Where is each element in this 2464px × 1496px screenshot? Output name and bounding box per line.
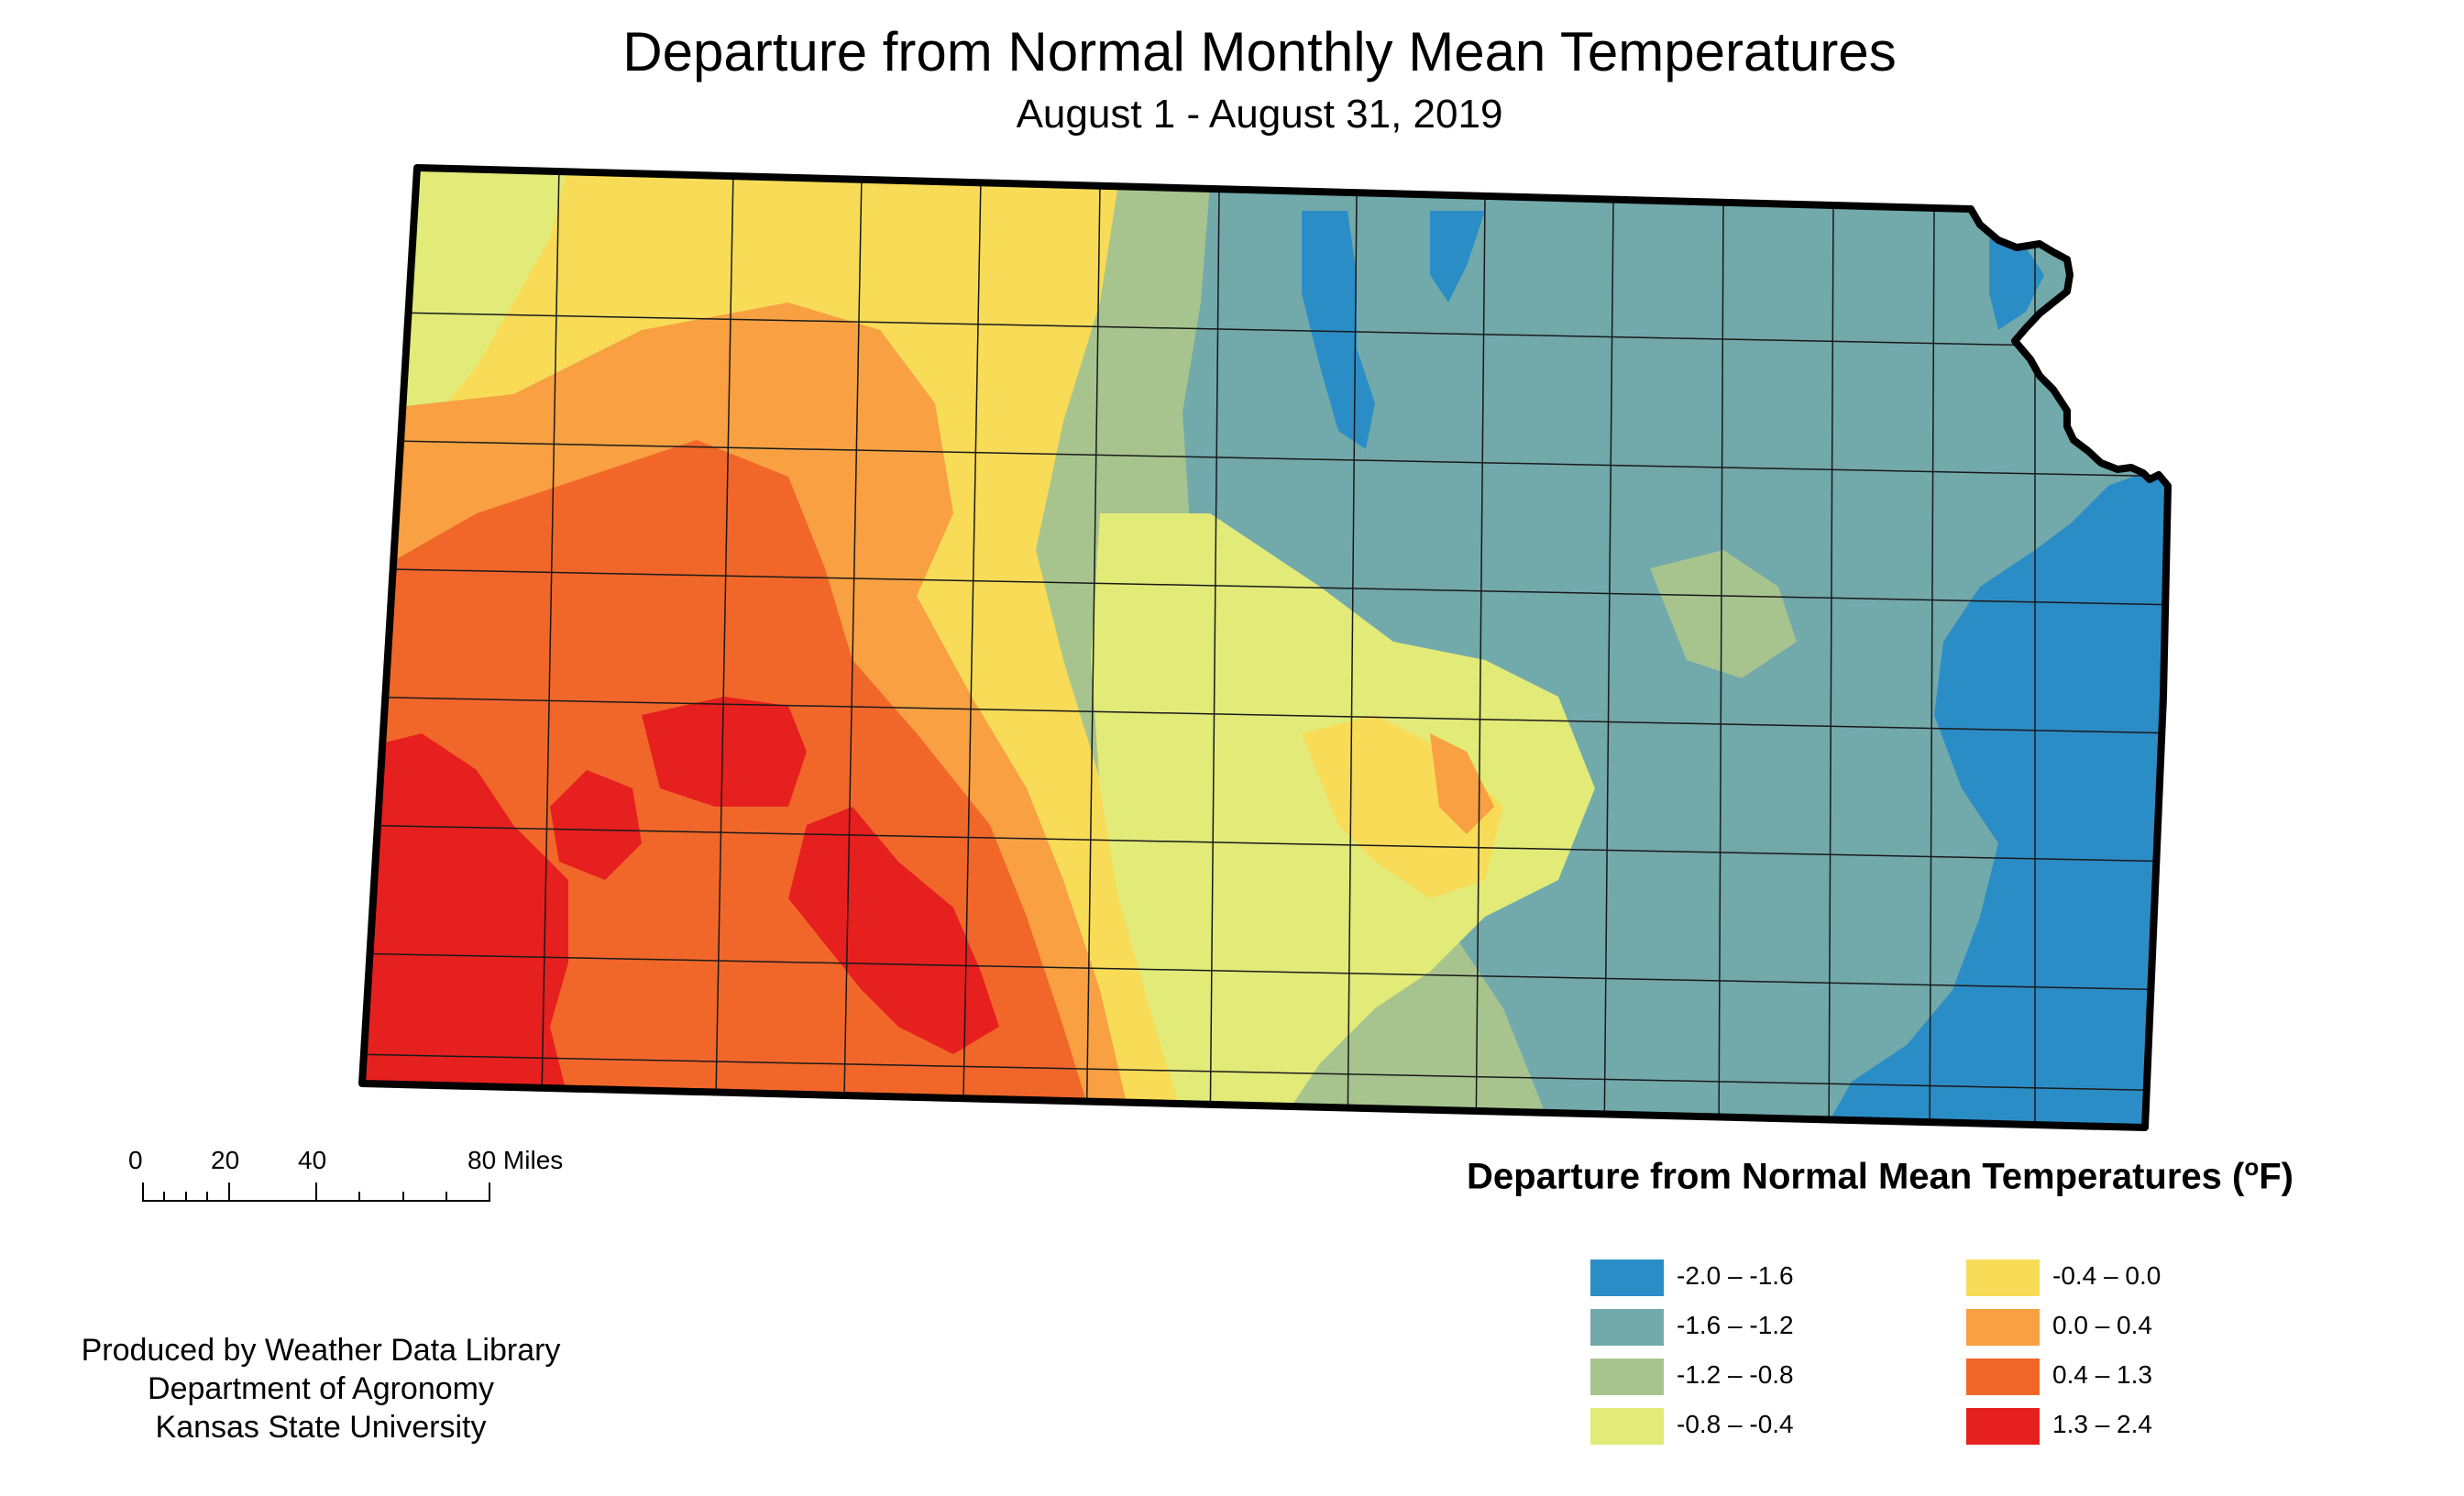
kansas-map — [358, 164, 2172, 1131]
legend-swatch — [1590, 1260, 1664, 1296]
scale-bar: 0 20 40 80 Miles — [128, 1146, 605, 1210]
map-subtitle: August 1 - August 31, 2019 — [1016, 92, 1503, 137]
scale-label-20: 20 — [211, 1146, 240, 1174]
scale-label-0: 0 — [128, 1146, 143, 1174]
temperature-shading — [362, 168, 2168, 1128]
legend-swatch — [1966, 1408, 2040, 1445]
legend-label: 0.4 – 1.3 — [2052, 1360, 2152, 1389]
credit-line-1: Produced by Weather Data Library — [81, 1333, 561, 1368]
state-outline — [358, 164, 2172, 1131]
county-boundaries — [362, 168, 2168, 1128]
legend-label: -0.8 – -0.4 — [1677, 1410, 1794, 1438]
scale-label-40: 40 — [298, 1146, 327, 1174]
legend-label: -1.6 – -1.2 — [1677, 1311, 1794, 1339]
legend-swatch — [1966, 1260, 2040, 1296]
legend-swatch — [1590, 1358, 1664, 1395]
credit-line-3: Kansas State University — [155, 1410, 487, 1445]
legend-title-degree: o — [2244, 1153, 2260, 1181]
legend-label: 1.3 – 2.4 — [2052, 1410, 2152, 1438]
legend-label: -0.4 – 0.0 — [2052, 1261, 2162, 1290]
legend-title-unit: F) — [2259, 1156, 2294, 1197]
scale-ticks — [142, 1182, 490, 1202]
credits: Produced by Weather Data Library Departm… — [37, 1331, 605, 1446]
legend-label: 0.0 – 0.4 — [2052, 1311, 2152, 1339]
legend-title: Departure from Normal Mean Temperatures … — [1467, 1153, 2294, 1197]
legend-label: -2.0 – -1.6 — [1677, 1261, 1794, 1290]
scale-label-80: 80 Miles — [468, 1146, 564, 1174]
map-title: Departure from Normal Monthly Mean Tempe… — [622, 21, 1897, 82]
legend-swatch — [1590, 1408, 1664, 1445]
legend-title-text: Departure from Normal Mean Temperatures … — [1467, 1156, 2245, 1197]
legend-swatch — [1590, 1309, 1664, 1346]
legend-swatch — [1966, 1358, 2040, 1395]
legend-label: -1.2 – -0.8 — [1677, 1360, 1794, 1389]
legend-swatch — [1966, 1309, 2040, 1346]
credit-line-2: Department of Agronomy — [148, 1371, 494, 1406]
